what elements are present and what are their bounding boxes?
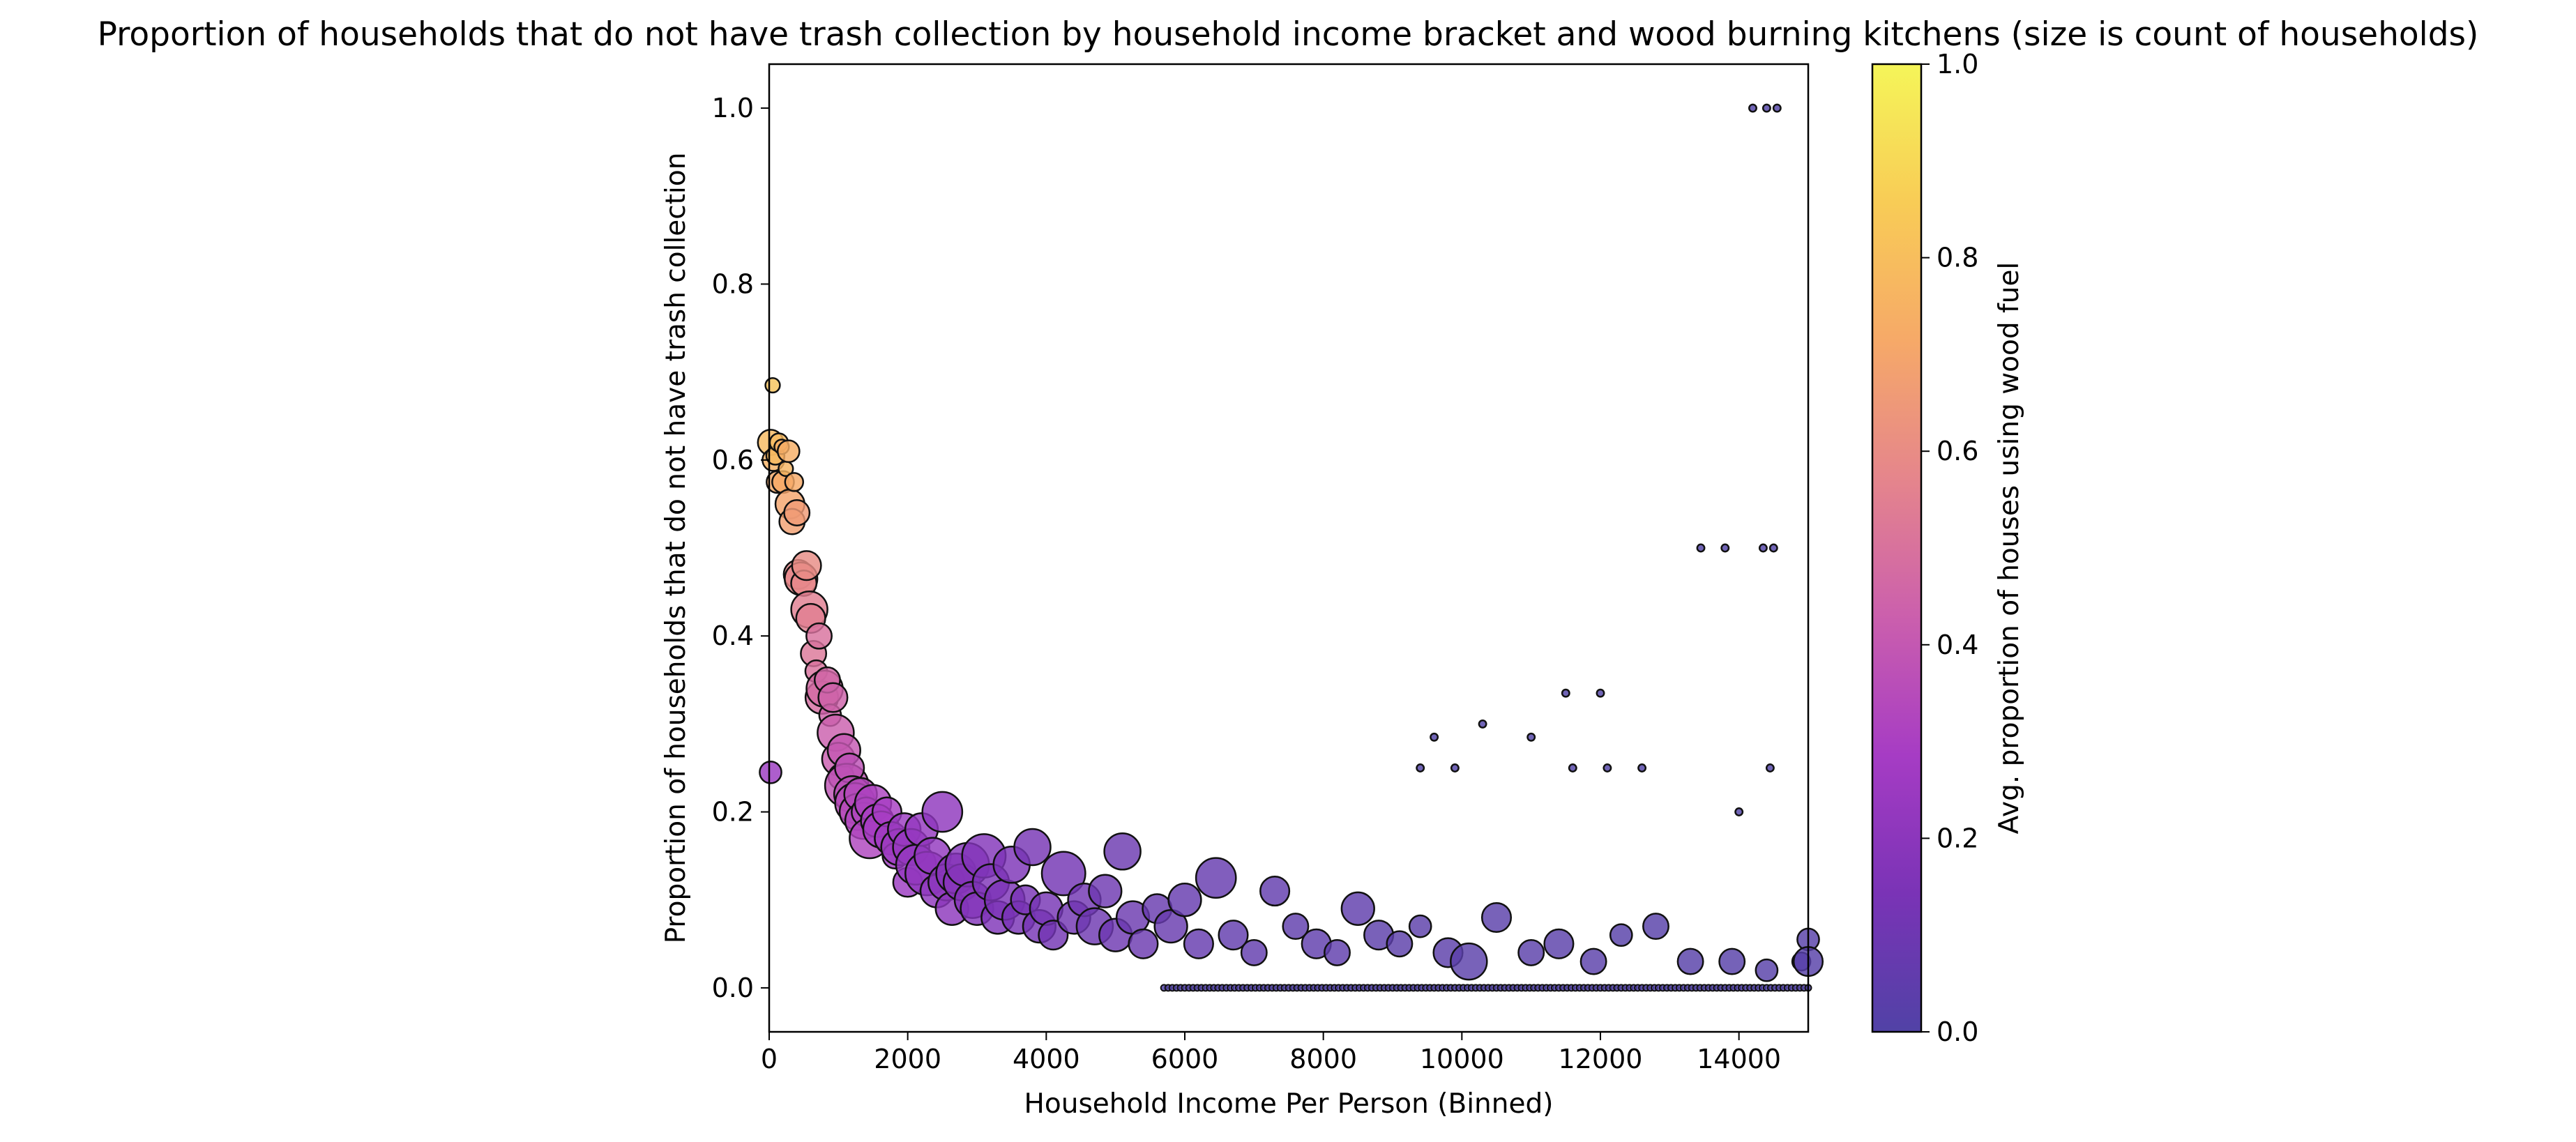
scatter-point [817, 682, 849, 713]
scatter-point [1718, 947, 1746, 975]
scatter-point [1040, 851, 1086, 897]
scatter-point [1609, 923, 1633, 947]
scatter-point [921, 791, 964, 833]
y-tick-label: 0.0 [712, 973, 754, 1003]
x-tick-label: 6000 [1151, 1044, 1219, 1074]
scatter-point [1768, 543, 1778, 553]
scatter-point [791, 550, 822, 581]
scatter-point [1430, 732, 1439, 742]
scatter-point [1416, 763, 1425, 772]
chart-title: Proportion of households that do not hav… [98, 15, 2479, 54]
scatter-point [783, 499, 811, 526]
scatter-point [1128, 928, 1159, 959]
colorbar-tick-label: 1.0 [1937, 49, 1978, 79]
scatter-point [1758, 543, 1768, 553]
scatter-point [1240, 938, 1268, 966]
scatter-point [1772, 103, 1782, 113]
scatter-point [1765, 763, 1775, 772]
scatter-point [1450, 763, 1460, 772]
plot-area [757, 103, 1824, 992]
scatter-point [1561, 688, 1570, 698]
y-tick-label: 0.4 [712, 621, 754, 651]
colorbar-axis: 0.0 0.2 0.4 0.6 0.8 1.0 [1921, 49, 1978, 1047]
scatter-point [776, 439, 801, 464]
scatter-point [759, 760, 782, 784]
scatter-point [1720, 543, 1730, 553]
scatter-point [1568, 763, 1577, 772]
x-axis-label: Household Income Per Person (Binned) [1024, 1088, 1554, 1120]
scatter-point [1676, 947, 1704, 975]
colorbar-tick-label: 0.8 [1937, 243, 1978, 273]
y-axis-label: Proportion of households that do not hav… [660, 153, 692, 944]
scatter-point [1478, 719, 1487, 729]
scatter-point [1734, 807, 1744, 816]
scatter-point [1282, 913, 1310, 941]
x-tick-label: 10000 [1420, 1044, 1504, 1074]
scatter-point [1596, 688, 1605, 698]
scatter-point [1755, 958, 1779, 982]
scatter-point [1748, 103, 1757, 113]
y-tick-label: 0.6 [712, 445, 754, 475]
colorbar-label: Avg. proportion of houses using wood fue… [1994, 262, 2025, 835]
scatter-point [1183, 928, 1214, 959]
x-tick-label: 4000 [1013, 1044, 1080, 1074]
scatter-point [1543, 928, 1575, 959]
scatter-point [1696, 543, 1706, 553]
scatter-point [1480, 901, 1513, 934]
x-tick-label: 0 [761, 1044, 778, 1074]
scatter-point [784, 472, 805, 492]
scatter-point [805, 622, 833, 650]
scatter-point [1517, 938, 1545, 966]
x-axis: 0 2000 4000 6000 8000 10000 12000 14000 [761, 1032, 1781, 1074]
scatter-point [1195, 857, 1237, 899]
scatter-point [1340, 891, 1375, 926]
scatter-point [1637, 763, 1647, 772]
scatter-point [1088, 874, 1123, 908]
scatter-point [1167, 883, 1202, 918]
colorbar [1871, 63, 1923, 1033]
scatter-point [1450, 942, 1488, 981]
y-axis: 0.0 0.2 0.4 0.6 0.8 1.0 [712, 93, 769, 1003]
scatter-point [1259, 876, 1291, 907]
x-tick-label: 8000 [1289, 1044, 1357, 1074]
colorbar-tick-label: 0.0 [1937, 1017, 1978, 1047]
plot-frame [768, 63, 1810, 1033]
scatter-point [1603, 763, 1612, 772]
y-tick-label: 0.8 [712, 268, 754, 299]
scatter-point [1324, 938, 1351, 966]
y-tick-label: 0.2 [712, 797, 754, 828]
x-tick-label: 2000 [874, 1044, 941, 1074]
scatter-point [1103, 832, 1142, 871]
scatter-point [1218, 920, 1249, 951]
scatter-point [1408, 914, 1432, 938]
scatter-point [764, 376, 781, 394]
scatter-point [1761, 103, 1771, 113]
scatter-point [1386, 930, 1414, 958]
scatter-point [1642, 913, 1669, 941]
x-tick-label: 12000 [1559, 1044, 1643, 1074]
scatter-point [1579, 947, 1607, 975]
x-tick-label: 14000 [1697, 1044, 1781, 1074]
scatter-point [1013, 828, 1052, 867]
scatter-point [1526, 732, 1536, 742]
colorbar-tick-label: 0.4 [1937, 630, 1978, 660]
y-tick-label: 1.0 [712, 93, 754, 123]
colorbar-tick-label: 0.6 [1937, 436, 1978, 466]
colorbar-tick-label: 0.2 [1937, 823, 1978, 853]
